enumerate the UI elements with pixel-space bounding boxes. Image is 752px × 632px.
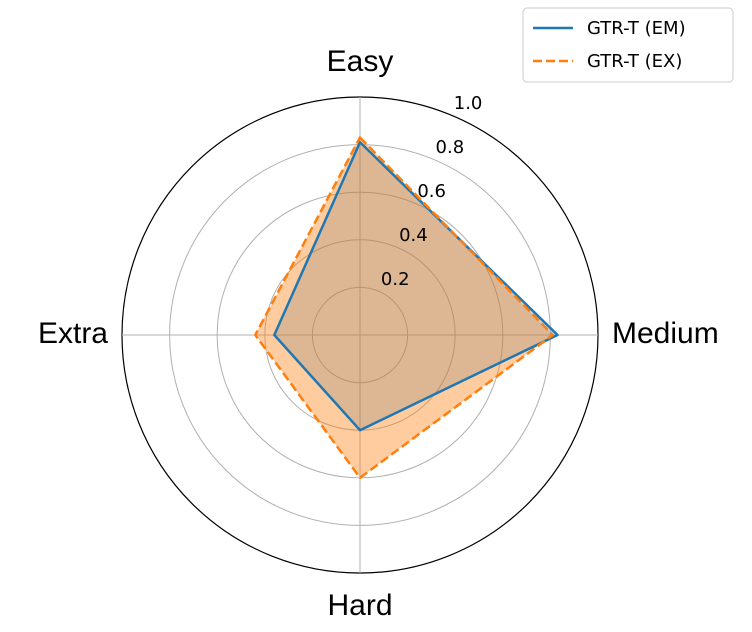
series-area xyxy=(274,142,558,431)
legend-label: GTR-T (EM) xyxy=(587,18,686,39)
y-tick-label: 0.8 xyxy=(436,137,465,158)
category-label: Easy xyxy=(327,45,394,78)
series-line xyxy=(254,136,555,480)
y-tick-label: 0.6 xyxy=(417,181,446,202)
legend: GTR-T (EM) GTR-T (EX) xyxy=(522,7,734,83)
series-area xyxy=(255,137,553,478)
legend-label: GTR-T (EX) xyxy=(587,51,682,72)
legend-box xyxy=(522,7,734,83)
y-tick-label: 1.0 xyxy=(454,93,483,114)
y-tick-label: 0.4 xyxy=(399,225,428,246)
y-tick-label: 0.2 xyxy=(381,269,410,290)
category-label: Hard xyxy=(327,589,392,622)
category-label: Medium xyxy=(612,317,719,350)
category-label: Extra xyxy=(38,317,108,350)
